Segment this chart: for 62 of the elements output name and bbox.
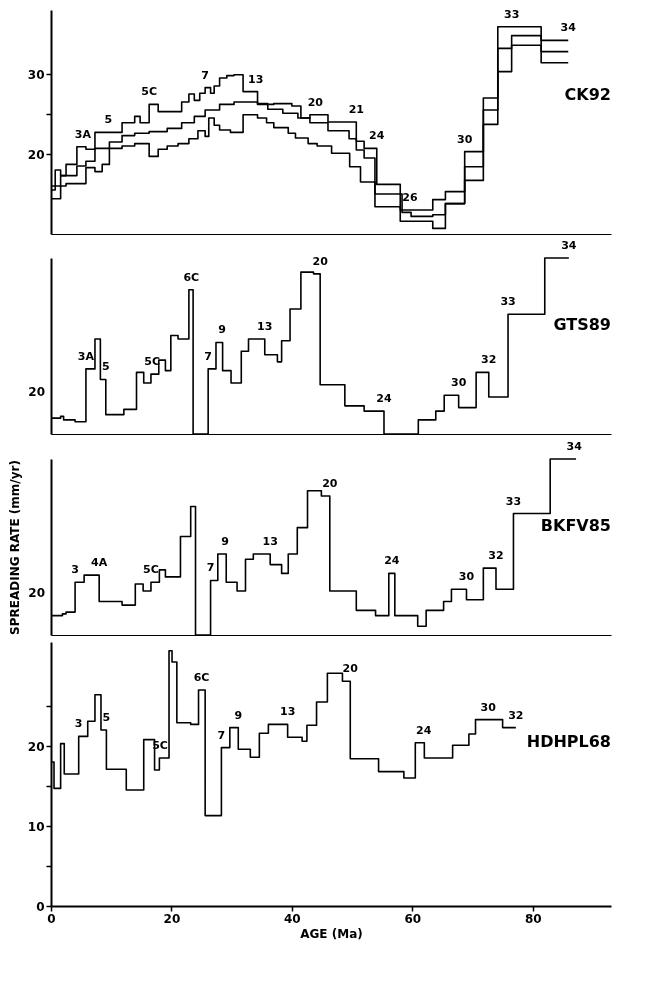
annotation: 30 (458, 570, 475, 584)
annotation: 24 (416, 723, 432, 737)
annotation: 30 (457, 132, 473, 146)
annotation: 5 (101, 360, 110, 374)
annotation: 33 (500, 295, 516, 309)
annotation: 13 (262, 535, 278, 549)
annotation: 30 (480, 700, 497, 714)
annotation: 24 (369, 129, 385, 143)
y-axis-title: SPREADING RATE (mm/yr) (7, 460, 22, 635)
annotation: 9 (218, 323, 226, 337)
annotation: 21 (348, 103, 364, 116)
annotation: 7 (204, 349, 212, 363)
annotation: 24 (376, 392, 392, 406)
annotation: 7 (217, 728, 226, 742)
y-tick-label: 30 (27, 67, 45, 82)
annotation: 20 (322, 476, 338, 490)
x-tick-label: 20 (163, 911, 181, 926)
annotation: 33 (503, 7, 520, 21)
annotation: 32 (508, 708, 524, 722)
annotation: 33 (505, 494, 522, 508)
annotation: 6C (183, 270, 200, 284)
annotation: 13 (279, 705, 296, 719)
annotation: 26 (402, 191, 418, 204)
annotation: 20 (312, 254, 329, 268)
x-axis-title: AGE (Ma) (300, 926, 363, 941)
annotation: 5C (143, 563, 159, 577)
annotation: 30 (451, 376, 467, 390)
annotation: 7 (206, 561, 215, 575)
annotation: 6C (193, 671, 210, 684)
annotation: 24 (384, 554, 400, 568)
annotation: 34 (566, 440, 583, 453)
annotation: 32 (481, 353, 497, 367)
annotation: 34 (560, 21, 577, 35)
annotation: 5 (104, 113, 113, 127)
annotation: 32 (488, 549, 504, 563)
y-tick-label: 0 (36, 899, 45, 914)
series-label: BKFV85 (540, 515, 611, 535)
annotation: 7 (201, 68, 209, 82)
x-tick-label: 40 (284, 911, 301, 926)
series-label: GTS89 (553, 314, 611, 334)
y-tick-label: 20 (27, 147, 45, 162)
series-label: HDHPL68 (526, 732, 611, 752)
text: CK92 (564, 85, 611, 105)
annotation: 3A (77, 349, 95, 363)
annotation: 3 (74, 717, 83, 731)
annotation: 4A (91, 556, 108, 570)
annotation: 20 (342, 662, 359, 676)
annotation: 3A (74, 127, 92, 141)
x-tick-label: 80 (524, 911, 542, 926)
annotation: 34 (561, 239, 577, 252)
x-tick-label: 0 (47, 911, 56, 926)
annotation: 3 (71, 563, 79, 577)
annotation: 5 (102, 711, 111, 724)
annotation: 13 (257, 319, 273, 333)
annotation: 13 (248, 72, 264, 86)
x-tick-label: 60 (404, 911, 422, 926)
y-tick-label: 20 (27, 739, 45, 754)
annotation: 9 (234, 708, 243, 722)
y-tick-label: 10 (27, 819, 45, 834)
annotation: 9 (221, 535, 229, 549)
annotation: 20 (307, 95, 324, 109)
annotation: 5C (141, 85, 158, 99)
